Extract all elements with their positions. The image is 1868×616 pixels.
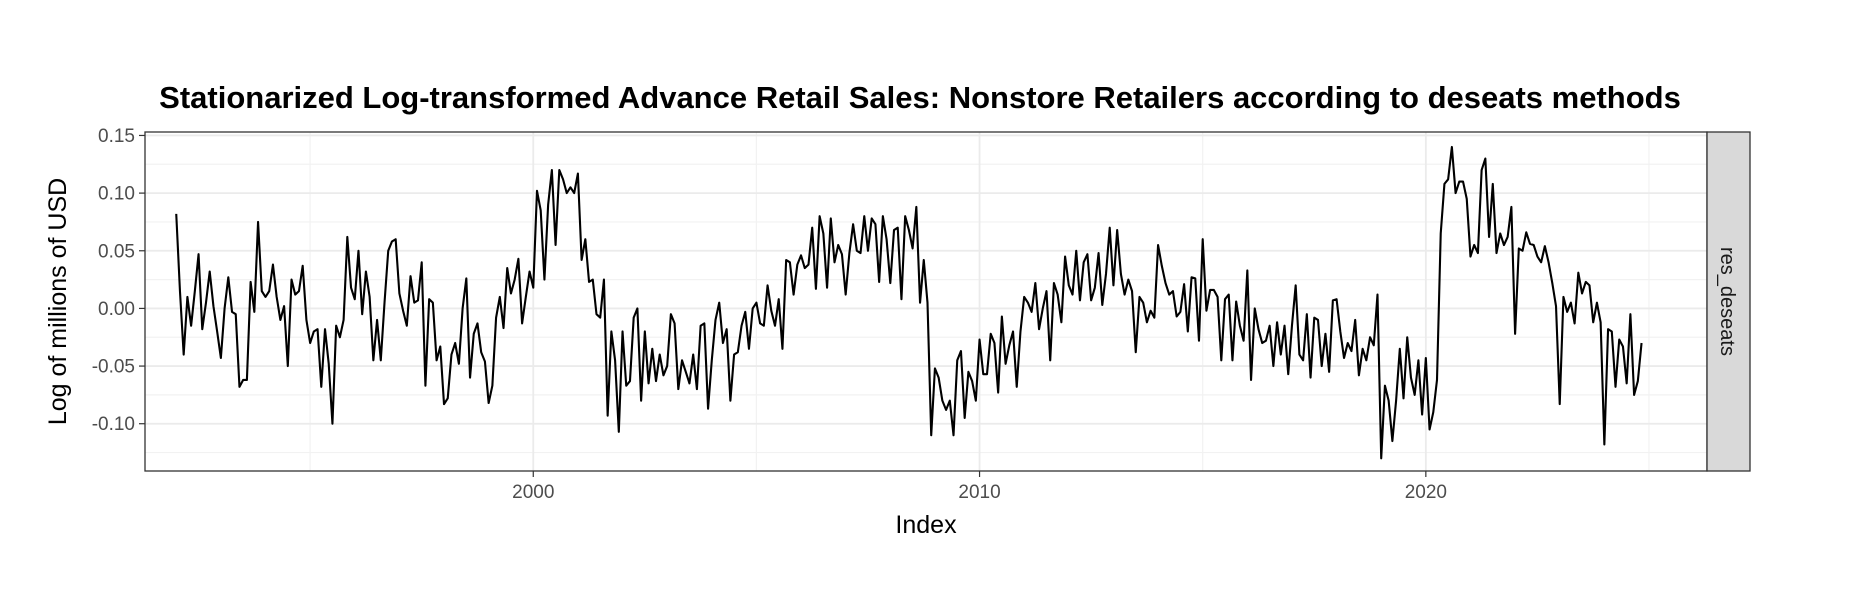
x-axis-title: Index bbox=[895, 511, 957, 539]
x-axis: 2000 2010 2020 bbox=[512, 471, 1447, 503]
series-line bbox=[175, 145, 1643, 460]
facet-strip: res_deseats bbox=[1706, 131, 1751, 472]
strip-label: res_deseats bbox=[1716, 247, 1738, 356]
y-tick-label: 0.00 bbox=[98, 299, 135, 320]
y-axis: -0.10 -0.05 0.00 0.05 0.10 0.15 bbox=[92, 126, 145, 435]
x-tick-label: 2010 bbox=[958, 482, 1000, 503]
y-tick-label: -0.05 bbox=[92, 357, 135, 378]
x-tick-label: 2020 bbox=[1405, 482, 1447, 503]
y-tick-label: 0.10 bbox=[98, 184, 135, 205]
y-tick-label: 0.15 bbox=[98, 126, 135, 147]
plot-panel bbox=[144, 131, 1708, 472]
y-tick-label: -0.10 bbox=[92, 414, 135, 435]
y-tick-label: 0.05 bbox=[98, 241, 135, 262]
strip-background bbox=[1706, 131, 1751, 472]
x-tick-label: 2000 bbox=[512, 482, 554, 503]
chart-title: Stationarized Log-transformed Advance Re… bbox=[159, 80, 1681, 115]
major-gridlines bbox=[145, 132, 1707, 471]
panel-background bbox=[145, 132, 1707, 471]
y-axis-title: Log of millions of USD bbox=[44, 178, 72, 425]
